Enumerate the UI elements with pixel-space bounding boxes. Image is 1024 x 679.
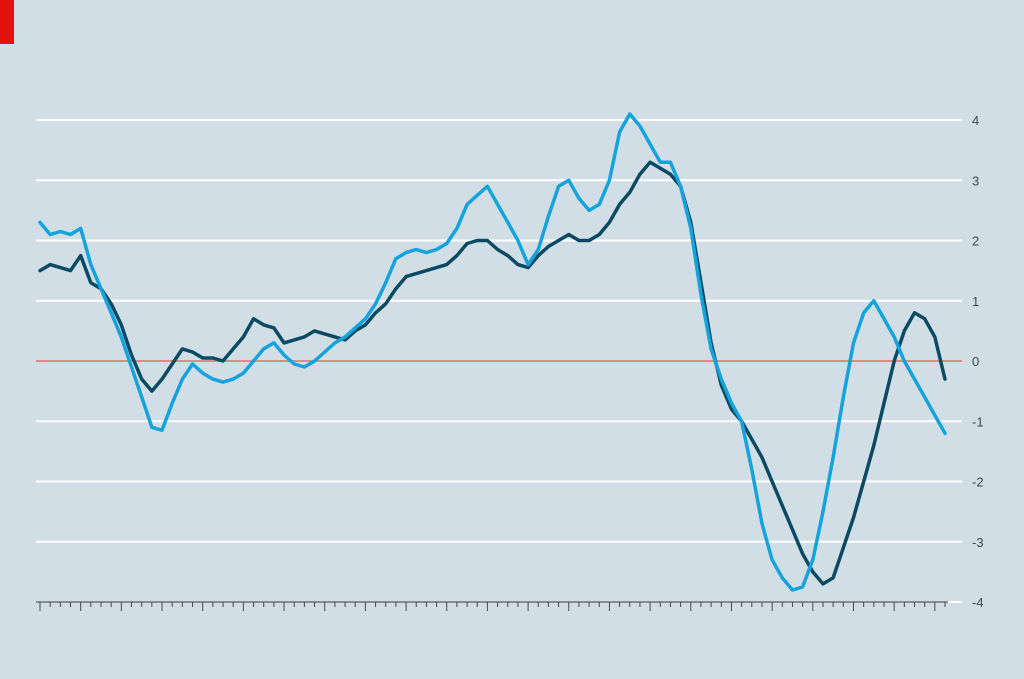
y-tick-label: -4	[972, 595, 984, 610]
y-tick-label: 4	[972, 113, 979, 128]
series-line	[38, 112, 947, 592]
y-tick-label: -1	[972, 414, 984, 429]
y-tick-label: 1	[972, 294, 979, 309]
brand-accent-bar	[0, 0, 14, 44]
y-tick-label: -3	[972, 535, 984, 550]
series-line	[38, 160, 947, 586]
y-tick-label: 0	[972, 354, 979, 369]
y-tick-label: -2	[972, 475, 984, 490]
y-tick-label: 2	[972, 234, 979, 249]
y-tick-label: 3	[972, 173, 979, 188]
